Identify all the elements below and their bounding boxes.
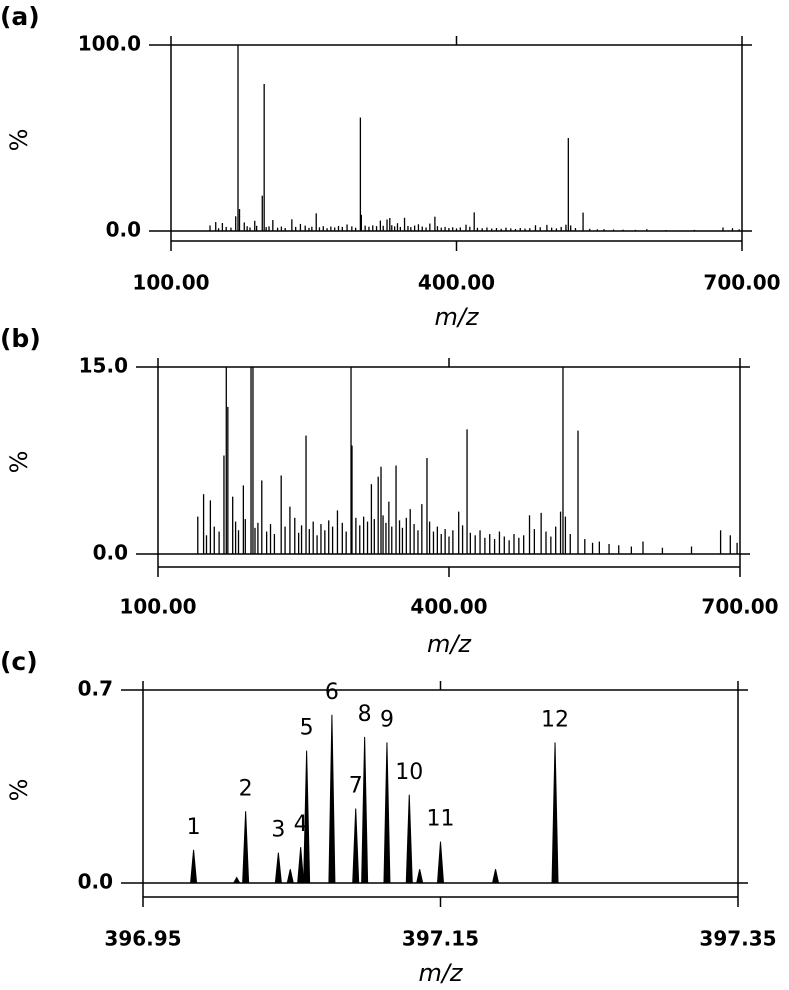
peak-label: 6 — [325, 680, 339, 705]
peak — [436, 841, 445, 884]
peak-label: 2 — [239, 776, 253, 801]
x-axis-label: m/z — [427, 630, 472, 658]
x-tick-label: 700.00 — [703, 271, 780, 295]
peak — [361, 736, 369, 884]
peak-label: 10 — [395, 760, 423, 785]
peak — [232, 876, 241, 884]
y-tick-label: 0.0 — [78, 870, 113, 894]
peak-label: 11 — [427, 807, 455, 832]
peak — [297, 847, 305, 884]
peak — [352, 808, 360, 884]
y-axis-label: % — [5, 779, 33, 802]
peak — [274, 852, 282, 884]
x-tick-label: 400.00 — [418, 271, 495, 295]
peak — [551, 742, 559, 884]
plot-area — [190, 714, 559, 884]
x-tick-label: 400.00 — [410, 595, 487, 619]
x-tick-label: 700.00 — [701, 595, 778, 619]
peak-label: 3 — [271, 818, 285, 843]
y-axis-label: % — [5, 129, 33, 152]
peak-label: 12 — [541, 707, 569, 732]
peak — [286, 869, 294, 884]
peak — [383, 742, 391, 884]
y-axis-label: % — [5, 451, 33, 474]
panel-label: (b) — [0, 324, 41, 353]
plot-area — [197, 367, 738, 554]
peak — [190, 849, 198, 884]
peak — [303, 750, 311, 884]
x-axis-label: m/z — [418, 959, 463, 987]
peak-label: 4 — [294, 812, 308, 837]
peak — [416, 869, 424, 884]
plot-area — [209, 45, 740, 231]
x-tick-label: 100.00 — [132, 271, 209, 295]
panel-label: (a) — [0, 2, 40, 31]
peak-label: 1 — [187, 815, 201, 840]
x-tick-label: 100.00 — [119, 595, 196, 619]
peak-label: 5 — [300, 716, 314, 741]
y-tick-label: 0.7 — [78, 677, 113, 701]
peak-label: 7 — [349, 774, 363, 799]
peak — [328, 714, 336, 884]
peak-label: 8 — [358, 702, 372, 727]
peak-label: 9 — [380, 707, 394, 732]
y-tick-label: 0.0 — [106, 218, 141, 242]
x-tick-label: 397.15 — [402, 927, 479, 951]
y-tick-label: 100.0 — [78, 32, 141, 56]
peak — [242, 811, 250, 884]
x-tick-label: 396.95 — [104, 927, 181, 951]
y-tick-label: 0.0 — [93, 541, 128, 565]
x-tick-label: 397.35 — [699, 927, 776, 951]
panel-label: (c) — [0, 647, 38, 676]
peak — [491, 869, 500, 884]
peak — [405, 794, 413, 884]
y-tick-label: 15.0 — [79, 354, 128, 378]
x-axis-label: m/z — [434, 303, 479, 331]
